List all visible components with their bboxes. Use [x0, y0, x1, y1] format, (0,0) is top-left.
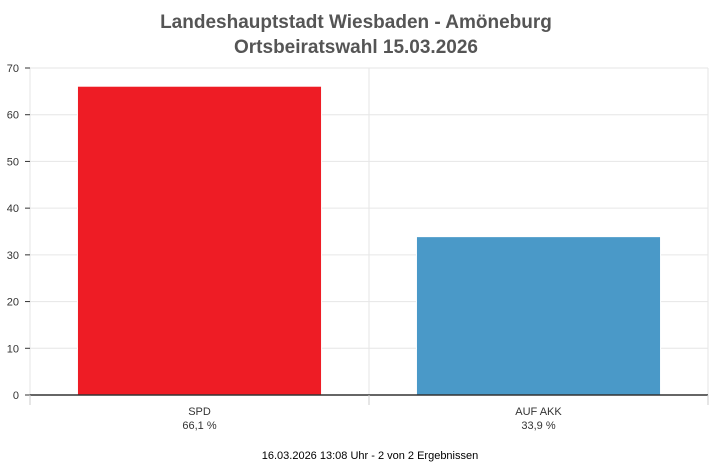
y-tick-label: 20: [7, 297, 19, 309]
chart-title: Landeshauptstadt Wiesbaden - Amöneburg: [160, 12, 552, 33]
x-axis-labels: SPD 66,1 % AUF AKK 33,9 %: [29, 394, 709, 432]
y-tick-label: 0: [13, 390, 19, 402]
bar-spd: [76, 85, 323, 396]
x-value-label: 33,9 %: [521, 420, 555, 432]
chart-subtitle: Ortsbeiratswahl 15.03.2026: [234, 37, 478, 58]
footer-status: 16.03.2026 13:08 Uhr - 2 von 2 Ergebniss…: [262, 450, 478, 462]
y-axis-ticks: 0 10 20 30 40 50 60 70: [7, 63, 30, 402]
y-tick-label: 40: [7, 203, 19, 215]
y-tick-label: 60: [7, 110, 19, 122]
y-tick-label: 50: [7, 156, 19, 168]
y-tick-label: 10: [7, 343, 19, 355]
bars: [76, 85, 662, 396]
x-category-label: AUF AKK: [515, 406, 562, 418]
bar-auf-akk: [415, 236, 662, 396]
y-tick-label: 70: [7, 63, 19, 75]
x-value-label: 66,1 %: [182, 420, 216, 432]
y-tick-label: 30: [7, 250, 19, 262]
x-category-label: SPD: [188, 406, 211, 418]
